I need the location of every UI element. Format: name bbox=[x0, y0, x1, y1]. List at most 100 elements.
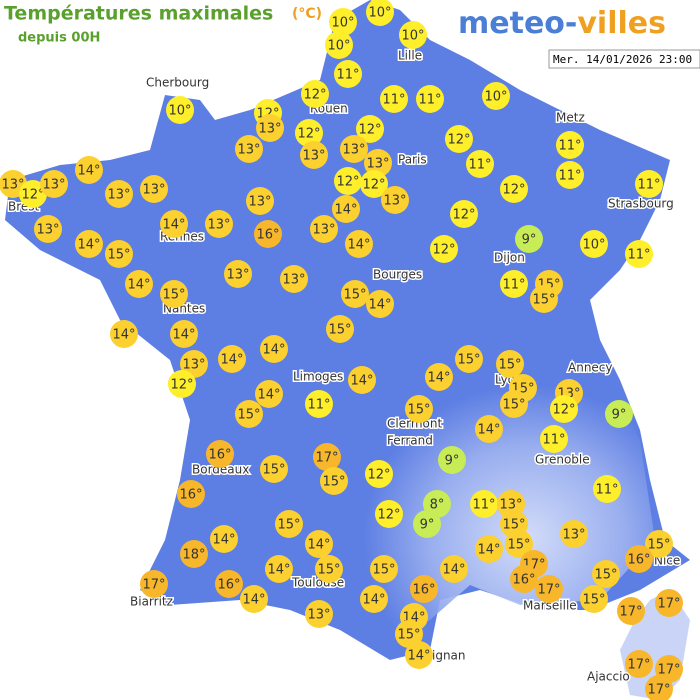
temp-label: 13° bbox=[282, 273, 305, 288]
temp-marker bbox=[345, 230, 373, 258]
temp-marker bbox=[210, 525, 238, 553]
city-label: Metz bbox=[556, 111, 585, 125]
city-label: Biarritz bbox=[130, 595, 173, 609]
temp-label: 15° bbox=[498, 358, 521, 373]
temp-marker bbox=[260, 455, 288, 483]
temp-label: 15° bbox=[162, 288, 185, 303]
temp-label: 10° bbox=[368, 6, 391, 21]
temp-label: 12° bbox=[502, 183, 525, 198]
temp-label: 13° bbox=[248, 195, 271, 210]
temp-label: 9° bbox=[420, 518, 435, 533]
city-label: Strasbourg bbox=[608, 197, 674, 211]
temp-marker bbox=[556, 161, 584, 189]
temp-marker bbox=[381, 186, 409, 214]
temp-label: 18° bbox=[182, 548, 205, 563]
temp-marker bbox=[180, 540, 208, 568]
temp-marker bbox=[364, 149, 392, 177]
temp-marker bbox=[246, 187, 274, 215]
temp-marker bbox=[105, 180, 133, 208]
temp-marker bbox=[405, 641, 433, 669]
temp-marker bbox=[320, 467, 348, 495]
temp-label: 13° bbox=[383, 194, 406, 209]
temp-marker bbox=[370, 555, 398, 583]
temp-marker bbox=[380, 85, 408, 113]
temp-marker bbox=[75, 230, 103, 258]
timestamp-box bbox=[548, 49, 700, 69]
city-label: Ferrand bbox=[387, 434, 433, 448]
temp-marker bbox=[177, 480, 205, 508]
temp-marker bbox=[500, 390, 528, 418]
temp-marker bbox=[430, 235, 458, 263]
temp-label: 17° bbox=[627, 658, 650, 673]
temp-label: 12° bbox=[447, 133, 470, 148]
temp-marker bbox=[655, 589, 683, 617]
temp-label: 16° bbox=[208, 448, 231, 463]
temp-marker bbox=[332, 195, 360, 223]
temp-marker bbox=[160, 280, 188, 308]
temp-label: 16° bbox=[217, 578, 240, 593]
temp-marker bbox=[535, 575, 563, 603]
temp-label: 12° bbox=[377, 508, 400, 523]
temp-marker bbox=[440, 555, 468, 583]
temp-marker bbox=[334, 60, 362, 88]
temp-label: 12° bbox=[452, 208, 475, 223]
temp-label: 14° bbox=[262, 343, 285, 358]
temp-marker bbox=[635, 170, 663, 198]
city-label: Clermont bbox=[387, 417, 442, 431]
temp-label: 15° bbox=[237, 408, 260, 423]
temp-marker bbox=[140, 175, 168, 203]
logo: meteo-villes bbox=[458, 6, 666, 41]
temp-marker bbox=[580, 230, 608, 258]
temp-label: 14° bbox=[112, 328, 135, 343]
temp-label: 13° bbox=[562, 528, 585, 543]
temp-marker bbox=[399, 21, 427, 49]
temp-label: 11° bbox=[472, 498, 495, 513]
temp-marker bbox=[140, 570, 168, 598]
city-label: Bordeaux bbox=[192, 463, 249, 477]
temp-marker bbox=[530, 285, 558, 313]
temp-label: 10° bbox=[484, 90, 507, 105]
temp-marker bbox=[218, 345, 246, 373]
temp-marker bbox=[466, 150, 494, 178]
city-label: Grenoble bbox=[535, 453, 590, 467]
temp-label: 15° bbox=[343, 288, 366, 303]
temp-marker bbox=[305, 600, 333, 628]
city-label: Ajaccio bbox=[587, 670, 630, 684]
temp-label: 15° bbox=[317, 563, 340, 578]
temp-label: 11° bbox=[468, 158, 491, 173]
temp-label: 15° bbox=[277, 518, 300, 533]
temp-label: 12° bbox=[552, 403, 575, 418]
temp-label: 12° bbox=[303, 88, 326, 103]
temp-marker bbox=[366, 290, 394, 318]
temp-marker bbox=[475, 415, 503, 443]
temp-label: 13° bbox=[182, 358, 205, 373]
temp-marker bbox=[260, 335, 288, 363]
temp-label: 9° bbox=[612, 408, 627, 423]
temp-label: 17° bbox=[315, 451, 338, 466]
temp-marker bbox=[510, 565, 538, 593]
temp-marker bbox=[160, 210, 188, 238]
temp-label: 14° bbox=[127, 278, 150, 293]
temp-marker bbox=[235, 135, 263, 163]
temp-marker bbox=[301, 80, 329, 108]
city-label: Marseille bbox=[523, 599, 577, 613]
unit: (°C) bbox=[292, 6, 322, 22]
temp-marker bbox=[450, 200, 478, 228]
temp-label: 14° bbox=[477, 423, 500, 438]
temp-marker bbox=[235, 400, 263, 428]
temp-marker bbox=[40, 170, 68, 198]
temp-label: 11° bbox=[382, 93, 405, 108]
temp-marker bbox=[500, 175, 528, 203]
temp-marker bbox=[340, 135, 368, 163]
temp-label: 15° bbox=[407, 403, 430, 418]
temp-marker bbox=[305, 530, 333, 558]
temp-marker bbox=[205, 210, 233, 238]
temp-label: 15° bbox=[507, 538, 530, 553]
timestamp: Mer. 14/01/2026 23:00 bbox=[553, 53, 692, 66]
temp-label: 13° bbox=[302, 149, 325, 164]
temp-marker bbox=[334, 167, 362, 195]
temp-label: 10° bbox=[327, 39, 350, 54]
temp-label: 8° bbox=[430, 498, 445, 513]
temp-marker bbox=[34, 215, 62, 243]
